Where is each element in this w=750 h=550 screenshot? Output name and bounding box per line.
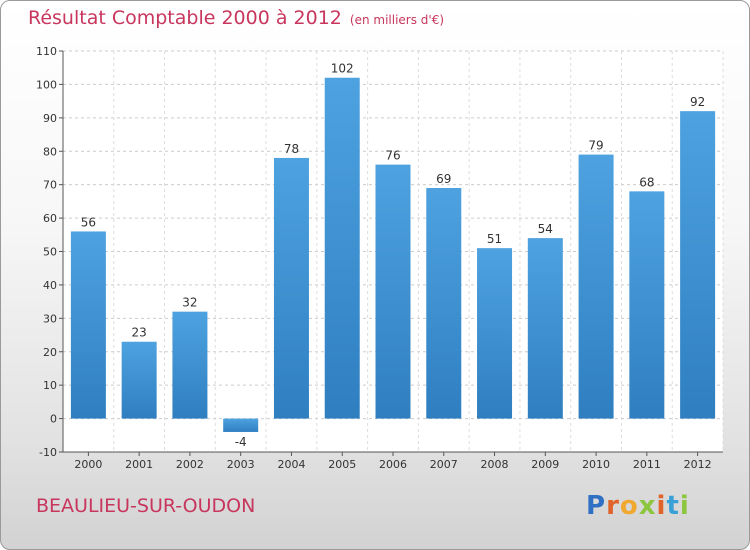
bars bbox=[70, 77, 716, 432]
data-label-2008: 51 bbox=[487, 232, 502, 246]
logo-letter: P bbox=[586, 491, 607, 521]
data-label-2007: 69 bbox=[436, 172, 451, 186]
x-tick-label-2002: 2002 bbox=[176, 458, 204, 471]
logo-letter: i bbox=[679, 491, 690, 521]
bar-2000[interactable] bbox=[70, 231, 106, 419]
data-label-2004: 78 bbox=[284, 142, 299, 156]
chart-title: Résultat Comptable 2000 à 2012 (en millie… bbox=[28, 7, 445, 29]
x-tick-label-2010: 2010 bbox=[582, 458, 610, 471]
x-tick-label-2004: 2004 bbox=[277, 458, 305, 471]
x-tick-label-2006: 2006 bbox=[379, 458, 407, 471]
proxiti-logo[interactable]: Proxiti bbox=[586, 491, 690, 521]
labels: 56 23 32 -4 78 102 76 69 51 54 79 68 92 bbox=[81, 62, 706, 449]
x-tick-label-2011: 2011 bbox=[633, 458, 661, 471]
x-tick-label-2008: 2008 bbox=[481, 458, 509, 471]
y-tick-label: 70 bbox=[43, 179, 57, 192]
logo-letter: x bbox=[638, 491, 657, 521]
bar-2009[interactable] bbox=[527, 238, 563, 419]
y-tick-label: -10 bbox=[39, 446, 57, 459]
data-label-2006: 76 bbox=[385, 149, 400, 163]
bar-2003[interactable] bbox=[223, 418, 259, 432]
y-tick-label: 100 bbox=[36, 78, 57, 91]
x-tick-label-2001: 2001 bbox=[125, 458, 153, 471]
data-label-2002: 32 bbox=[182, 296, 197, 310]
bar-2001[interactable] bbox=[121, 341, 157, 419]
x-tick-label-2012: 2012 bbox=[684, 458, 712, 471]
bar-2007[interactable] bbox=[426, 188, 462, 419]
y-tick-label: 30 bbox=[43, 312, 57, 325]
x-tick-label-2009: 2009 bbox=[531, 458, 559, 471]
y-tick-label: 90 bbox=[43, 112, 57, 125]
logo-letter: r bbox=[606, 491, 620, 521]
data-label-2010: 79 bbox=[588, 139, 603, 153]
data-label-2000: 56 bbox=[81, 215, 96, 229]
y-tick-label: 110 bbox=[36, 45, 57, 58]
x-tick-label-2005: 2005 bbox=[328, 458, 356, 471]
y-tick-label: 0 bbox=[50, 413, 57, 426]
logo-letter: i bbox=[656, 491, 667, 521]
bar-2011[interactable] bbox=[629, 191, 665, 419]
y-tick-label: 50 bbox=[43, 246, 57, 259]
data-label-2005: 102 bbox=[331, 62, 354, 76]
data-label-2009: 54 bbox=[538, 222, 553, 236]
data-label-2001: 23 bbox=[132, 326, 147, 340]
x-tick-label-2007: 2007 bbox=[430, 458, 458, 471]
data-label-2011: 68 bbox=[639, 175, 654, 189]
bar-2010[interactable] bbox=[578, 154, 614, 419]
chart-subtitle: (en milliers d'€) bbox=[349, 13, 445, 27]
bar-2008[interactable] bbox=[477, 248, 513, 419]
commune-name: BEAULIEU-SUR-OUDON bbox=[36, 495, 256, 517]
bar-2004[interactable] bbox=[273, 157, 309, 419]
y-tick-label: 80 bbox=[43, 145, 57, 158]
y-tick-label: 10 bbox=[43, 379, 57, 392]
y-tick-label: 20 bbox=[43, 346, 57, 359]
axes: -10 0 10 20 30 40 50 60 70 80 90 100 110 2000 2001 2002… bbox=[36, 45, 723, 471]
logo-letter: t bbox=[666, 491, 680, 521]
y-tick-label: 60 bbox=[43, 212, 57, 225]
bar-2006[interactable] bbox=[375, 164, 411, 419]
data-label-2003: -4 bbox=[235, 435, 247, 449]
x-tick-label-2003: 2003 bbox=[227, 458, 255, 471]
bar-2012[interactable] bbox=[680, 111, 716, 419]
bar-2002[interactable] bbox=[172, 311, 208, 419]
y-tick-label: 40 bbox=[43, 279, 57, 292]
bar-2005[interactable] bbox=[324, 77, 360, 419]
x-tick-label-2000: 2000 bbox=[74, 458, 102, 471]
logo-letter: o bbox=[619, 491, 639, 521]
data-label-2012: 92 bbox=[690, 95, 705, 109]
